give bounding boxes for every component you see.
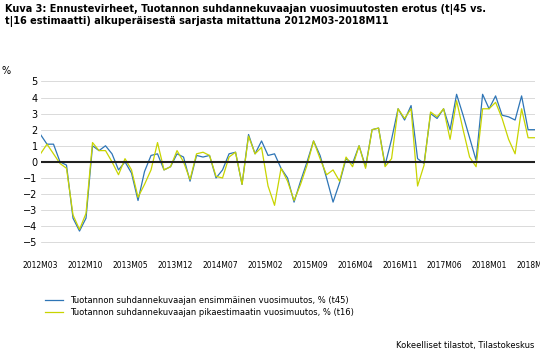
- Legend: Tuotannon suhdannekuvaajan ensimmäinen vuosimuutos, % (t45), Tuotannon suhdannek: Tuotannon suhdannekuvaajan ensimmäinen v…: [45, 296, 354, 317]
- Tuotannon suhdannekuvaajan pikaestimaatin vuosimuutos, % (t16): [213, 174, 219, 178]
- Tuotannon suhdannekuvaajan ensimmäinen vuosimuutos, % (t45): [76, 229, 83, 233]
- Tuotannon suhdannekuvaajan ensimmäinen vuosimuutos, % (t45): [206, 153, 213, 158]
- Line: Tuotannon suhdannekuvaajan pikaestimaatin vuosimuutos, % (t16): Tuotannon suhdannekuvaajan pikaestimaati…: [40, 101, 535, 229]
- Tuotannon suhdannekuvaajan ensimmäinen vuosimuutos, % (t45): [454, 92, 460, 96]
- Tuotannon suhdannekuvaajan pikaestimaatin vuosimuutos, % (t16): [206, 153, 213, 158]
- Text: Kuva 3: Ennustevirheet, Tuotannon suhdannekuvaajan vuosimuutosten erotus (t|45 v: Kuva 3: Ennustevirheet, Tuotannon suhdan…: [5, 4, 487, 27]
- Text: Kokeelliset tilastot, Tilastokeskus: Kokeelliset tilastot, Tilastokeskus: [396, 342, 535, 350]
- Tuotannon suhdannekuvaajan ensimmäinen vuosimuutos, % (t45): [37, 132, 44, 137]
- Tuotannon suhdannekuvaajan ensimmäinen vuosimuutos, % (t45): [258, 139, 265, 143]
- Tuotannon suhdannekuvaajan ensimmäinen vuosimuutos, % (t45): [245, 132, 252, 137]
- Tuotannon suhdannekuvaajan pikaestimaatin vuosimuutos, % (t16): [258, 145, 265, 149]
- Tuotannon suhdannekuvaajan ensimmäinen vuosimuutos, % (t45): [213, 176, 219, 180]
- Tuotannon suhdannekuvaajan pikaestimaatin vuosimuutos, % (t16): [37, 152, 44, 156]
- Tuotannon suhdannekuvaajan ensimmäinen vuosimuutos, % (t45): [531, 127, 538, 132]
- Tuotannon suhdannekuvaajan pikaestimaatin vuosimuutos, % (t16): [141, 182, 148, 187]
- Tuotannon suhdannekuvaajan ensimmäinen vuosimuutos, % (t45): [141, 170, 148, 174]
- Line: Tuotannon suhdannekuvaajan ensimmäinen vuosimuutos, % (t45): Tuotannon suhdannekuvaajan ensimmäinen v…: [40, 94, 535, 231]
- Tuotannon suhdannekuvaajan pikaestimaatin vuosimuutos, % (t16): [531, 136, 538, 140]
- Tuotannon suhdannekuvaajan ensimmäinen vuosimuutos, % (t45): [317, 153, 323, 158]
- Text: %: %: [2, 66, 11, 76]
- Tuotannon suhdannekuvaajan pikaestimaatin vuosimuutos, % (t16): [245, 134, 252, 138]
- Tuotannon suhdannekuvaajan pikaestimaatin vuosimuutos, % (t16): [454, 99, 460, 103]
- Tuotannon suhdannekuvaajan pikaestimaatin vuosimuutos, % (t16): [317, 156, 323, 161]
- Tuotannon suhdannekuvaajan pikaestimaatin vuosimuutos, % (t16): [76, 227, 83, 232]
